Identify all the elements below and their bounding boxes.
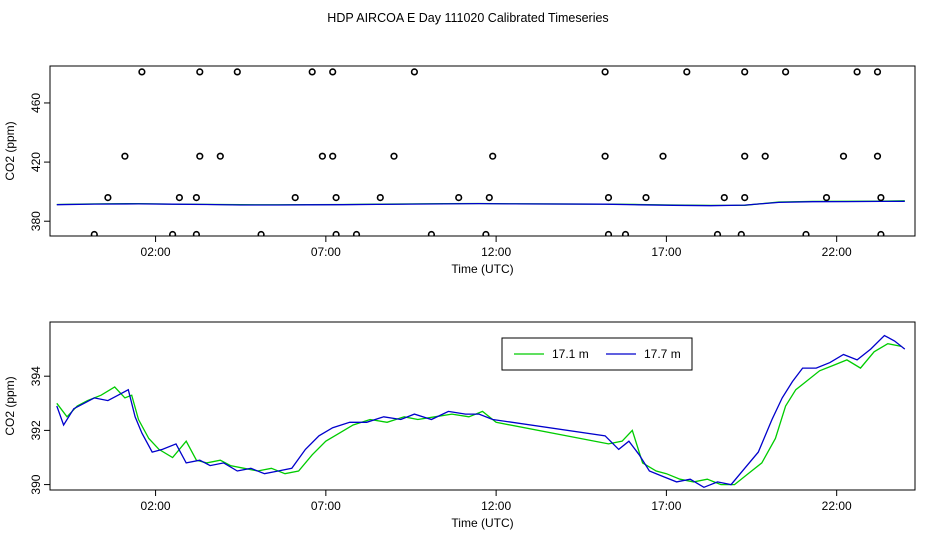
x-tick-label: 07:00 [311,245,341,259]
bottom-panel: 02:00 07:00 12:00 17:00 22:00 390 392 394 Time (… [3,321,916,530]
data-point [192,230,200,236]
plot-data [56,334,906,489]
data-point [329,68,337,76]
data-point [352,230,361,236]
plot-data [56,68,905,236]
data-point [427,230,435,236]
data-point [741,68,749,76]
data-point [175,194,183,202]
data-point [642,194,650,202]
data-point [873,152,882,160]
data-point [877,230,885,236]
plot-frame [49,65,916,237]
figure-title: HDP AIRCOA E Day 111020 Calibrated Times… [327,11,608,25]
x-tick-label: 17:00 [651,499,681,513]
y-tick-label: 392 [29,420,43,440]
x-tick-label: 12:00 [481,245,511,259]
data-point [216,152,224,160]
data-point [90,230,98,236]
data-point [601,68,609,76]
data-point [839,152,848,160]
series-line-1 [56,200,905,207]
legend-label-1: 17.7 m [644,347,681,361]
data-point [329,152,337,160]
data-point [853,68,861,76]
data-point [455,194,463,202]
data-point [257,230,265,236]
data-point [604,194,613,202]
y-tick-label: 420 [29,152,43,172]
data-point [822,194,831,202]
x-axis-label: Time (UTC) [451,262,513,276]
data-point [761,152,769,160]
x-tick-label: 07:00 [311,499,341,513]
data-point [601,152,609,160]
x-tick-label: 12:00 [481,499,511,513]
data-point [390,152,398,160]
data-point [410,68,419,76]
data-point [482,230,490,236]
data-point [604,230,613,236]
x-axis-label: Time (UTC) [451,516,513,530]
data-point [873,68,882,76]
data-point [489,152,497,160]
data-point [781,68,790,76]
x-tick-label: 22:00 [822,245,852,259]
x-tick-label: 02:00 [141,245,171,259]
data-point [683,68,691,76]
y-tick-label: 390 [29,474,43,494]
series-line-1 [56,334,906,489]
top-panel: 02:00 07:00 12:00 17:00 22:00 380 420 460 Time (… [3,65,916,276]
plot-frame [49,321,916,491]
data-point [196,68,204,76]
x-tick-label: 17:00 [651,245,681,259]
legend-label-0: 17.1 m [552,347,589,361]
data-point [802,230,810,236]
y-tick-label: 394 [29,366,43,386]
x-tick-label: 22:00 [822,499,852,513]
data-point [485,194,493,202]
data-point [308,68,316,76]
data-point [720,194,728,202]
data-point [318,152,327,160]
data-point [169,230,177,236]
data-point [659,152,667,160]
data-point [332,194,340,202]
data-point [713,230,722,236]
data-point [741,152,749,160]
data-point [332,230,340,236]
series-line-0 [56,343,902,486]
y-axis-label: CO2 (ppm) [3,121,17,180]
data-point [104,194,112,202]
data-point [741,194,749,202]
data-point [233,68,241,76]
y-tick-label: 460 [29,93,43,113]
data-point [192,194,200,202]
data-point [121,152,129,160]
data-point [737,230,745,236]
data-point [621,230,630,236]
data-point [376,194,384,202]
y-axis-label: CO2 (ppm) [3,376,17,435]
x-tick-label: 02:00 [141,499,171,513]
data-point [291,194,299,202]
data-point [138,68,146,76]
data-point [877,194,885,202]
y-tick-label: 380 [29,211,43,231]
data-point [196,152,204,160]
